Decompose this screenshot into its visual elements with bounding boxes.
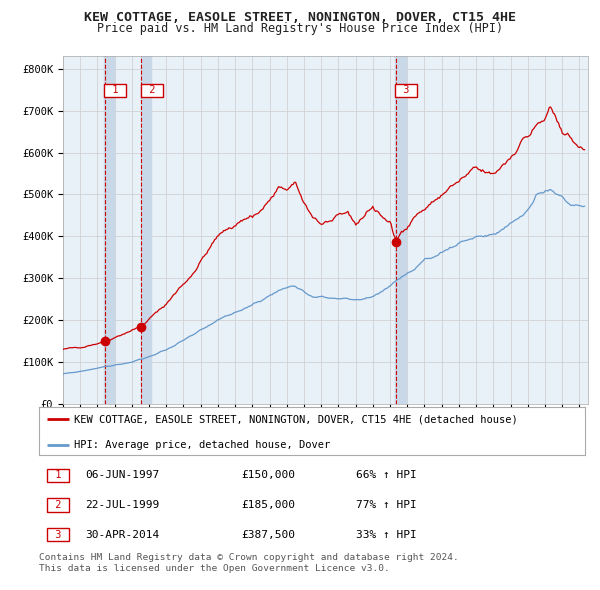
Text: HPI: Average price, detached house, Dover: HPI: Average price, detached house, Dove… bbox=[74, 440, 331, 450]
Text: 2: 2 bbox=[143, 86, 161, 96]
Bar bbox=[395, 56, 406, 404]
Text: 1: 1 bbox=[49, 470, 68, 480]
Text: 30-APR-2014: 30-APR-2014 bbox=[85, 530, 160, 540]
Text: 77% ↑ HPI: 77% ↑ HPI bbox=[356, 500, 416, 510]
Bar bbox=[140, 56, 151, 404]
Text: 3: 3 bbox=[397, 86, 416, 96]
Text: KEW COTTAGE, EASOLE STREET, NONINGTON, DOVER, CT15 4HE (detached house): KEW COTTAGE, EASOLE STREET, NONINGTON, D… bbox=[74, 414, 518, 424]
Text: £150,000: £150,000 bbox=[241, 470, 295, 480]
Text: 22-JUL-1999: 22-JUL-1999 bbox=[85, 500, 160, 510]
Text: Price paid vs. HM Land Registry's House Price Index (HPI): Price paid vs. HM Land Registry's House … bbox=[97, 22, 503, 35]
Text: 06-JUN-1997: 06-JUN-1997 bbox=[85, 470, 160, 480]
Text: KEW COTTAGE, EASOLE STREET, NONINGTON, DOVER, CT15 4HE: KEW COTTAGE, EASOLE STREET, NONINGTON, D… bbox=[84, 11, 516, 24]
Text: 1: 1 bbox=[106, 86, 125, 96]
Text: 33% ↑ HPI: 33% ↑ HPI bbox=[356, 530, 416, 540]
Text: 66% ↑ HPI: 66% ↑ HPI bbox=[356, 470, 416, 480]
Text: £185,000: £185,000 bbox=[241, 500, 295, 510]
Text: 2: 2 bbox=[49, 500, 68, 510]
Text: 3: 3 bbox=[49, 530, 68, 540]
Text: Contains HM Land Registry data © Crown copyright and database right 2024.: Contains HM Land Registry data © Crown c… bbox=[39, 553, 459, 562]
Bar bbox=[104, 56, 115, 404]
Text: £387,500: £387,500 bbox=[241, 530, 295, 540]
Text: This data is licensed under the Open Government Licence v3.0.: This data is licensed under the Open Gov… bbox=[39, 564, 390, 573]
